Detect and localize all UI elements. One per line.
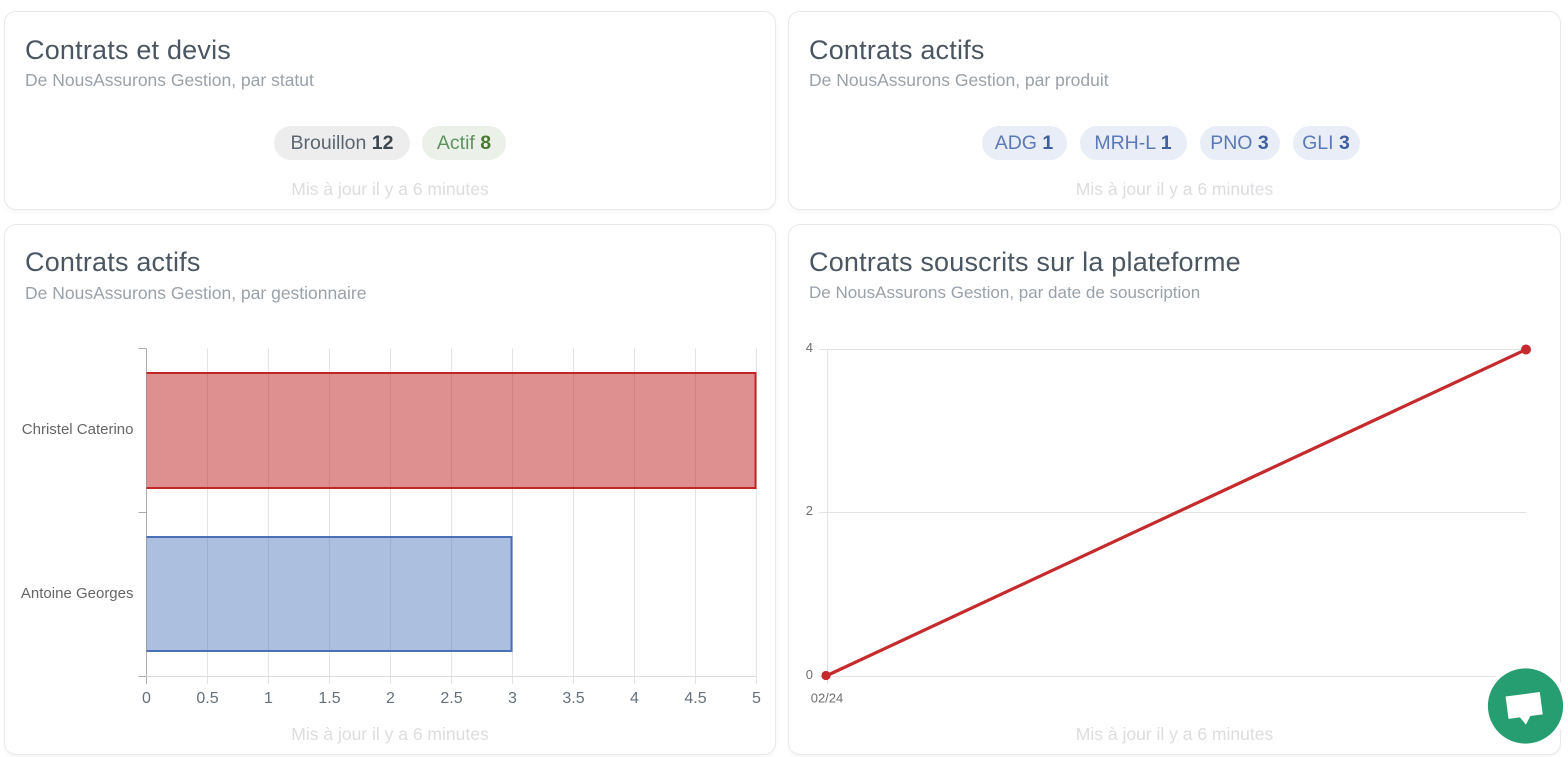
- svg-text:0: 0: [142, 690, 151, 707]
- svg-text:5: 5: [752, 690, 761, 707]
- svg-text:Christel Caterino: Christel Caterino: [22, 421, 134, 438]
- svg-text:2: 2: [386, 690, 395, 707]
- svg-text:4: 4: [630, 690, 639, 707]
- svg-text:4: 4: [806, 340, 813, 355]
- svg-text:2.5: 2.5: [440, 690, 462, 707]
- svg-text:3.5: 3.5: [562, 690, 584, 707]
- svg-text:02/24: 02/24: [811, 691, 844, 706]
- svg-text:1: 1: [264, 690, 273, 707]
- svg-text:2: 2: [806, 503, 813, 518]
- svg-text:0.5: 0.5: [196, 690, 218, 707]
- svg-text:1.5: 1.5: [318, 690, 340, 707]
- svg-text:4.5: 4.5: [684, 690, 706, 707]
- svg-text:0: 0: [806, 667, 813, 682]
- svg-text:Antoine Georges: Antoine Georges: [21, 585, 134, 602]
- svg-text:3: 3: [508, 690, 517, 707]
